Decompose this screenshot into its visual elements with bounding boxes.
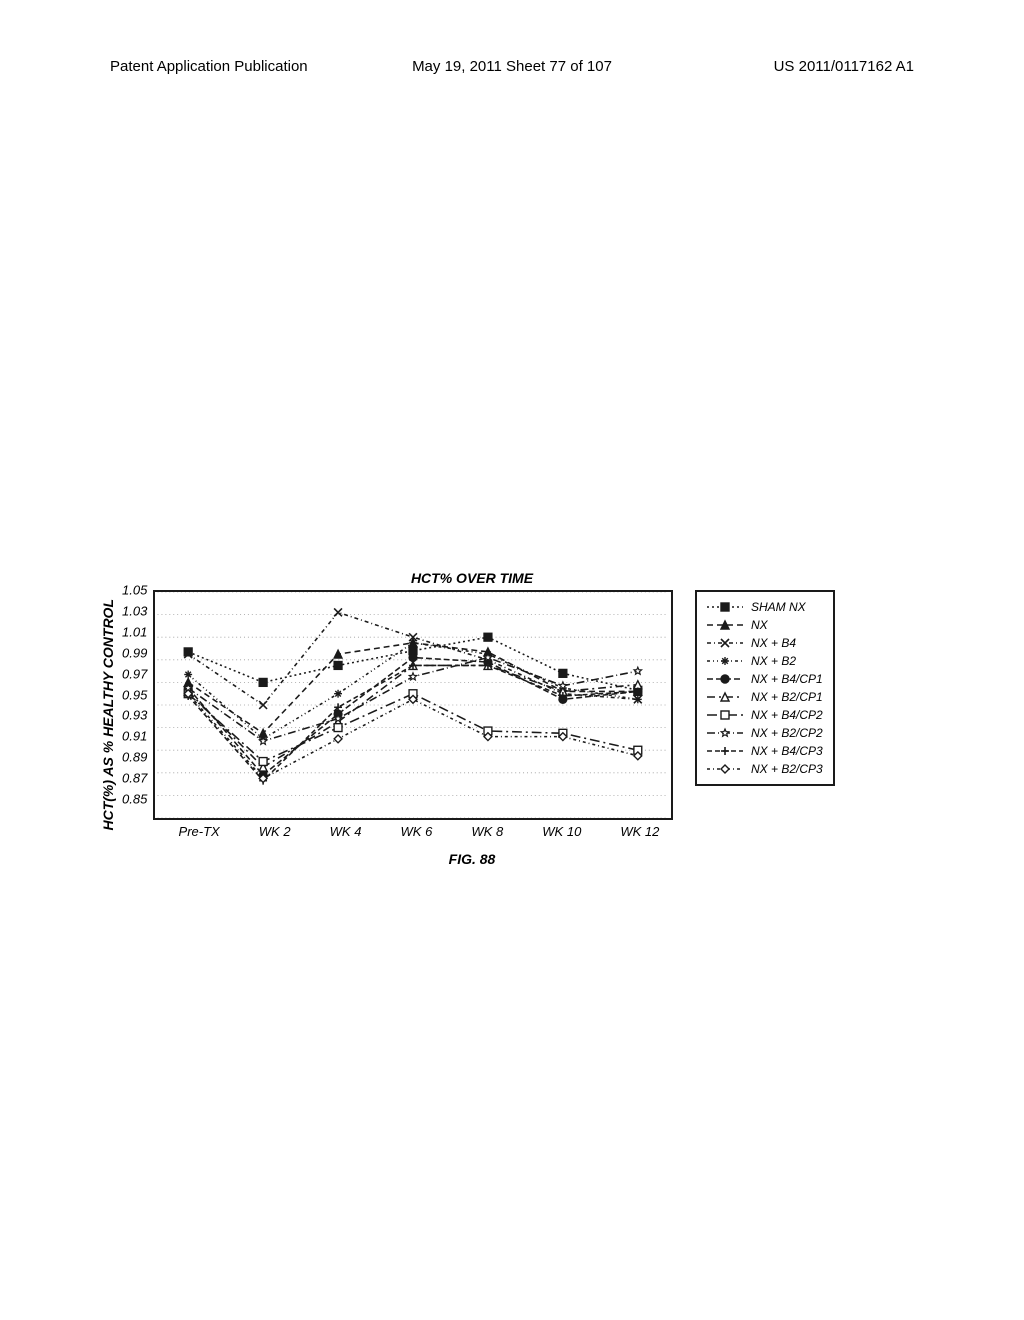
- x-tick: WK 10: [542, 824, 581, 839]
- y-tick: 1.03: [122, 604, 147, 625]
- legend-swatch: [707, 690, 743, 704]
- plot-svg: [155, 592, 671, 818]
- legend-swatch: [707, 654, 743, 668]
- legend-row: NX + B4: [707, 634, 823, 652]
- legend-swatch: [707, 762, 743, 776]
- header-left: Patent Application Publication: [110, 58, 308, 75]
- x-tick-labels: Pre-TX WK 2 WK 4 WK 6 WK 8 WK 10 WK 12: [159, 824, 679, 839]
- legend-label: SHAM NX: [751, 600, 806, 614]
- legend-row: NX + B2/CP2: [707, 724, 823, 742]
- legend-label: NX + B4: [751, 636, 796, 650]
- y-tick: 0.95: [122, 688, 147, 709]
- legend-row: NX + B2/CP1: [707, 688, 823, 706]
- legend-label: NX: [751, 618, 768, 632]
- legend-row: SHAM NX: [707, 598, 823, 616]
- legend-label: NX + B2/CP1: [751, 690, 823, 704]
- y-tick: 0.93: [122, 709, 147, 730]
- y-tick: 0.97: [122, 667, 147, 688]
- x-tick: WK 4: [330, 824, 362, 839]
- y-tick-labels: 1.051.031.010.990.970.950.930.910.890.87…: [122, 590, 153, 820]
- y-tick: 0.89: [122, 751, 147, 772]
- legend-label: NX + B4/CP3: [751, 744, 823, 758]
- plot-area: [153, 590, 673, 820]
- y-tick: 0.91: [122, 730, 147, 751]
- legend-row: NX + B4/CP2: [707, 706, 823, 724]
- page-header: Patent Application Publication May 19, 2…: [0, 58, 1024, 75]
- legend-label: NX + B4/CP1: [751, 672, 823, 686]
- x-tick: WK 8: [471, 824, 503, 839]
- x-tick: Pre-TX: [179, 824, 220, 839]
- legend-swatch: [707, 600, 743, 614]
- legend-row: NX: [707, 616, 823, 634]
- legend-swatch: [707, 726, 743, 740]
- y-tick: 0.87: [122, 772, 147, 793]
- legend-label: NX + B2/CP2: [751, 726, 823, 740]
- legend-row: NX + B4/CP3: [707, 742, 823, 760]
- header-right: US 2011/0117162 A1: [774, 58, 914, 75]
- x-tick: WK 6: [401, 824, 433, 839]
- y-tick: 0.85: [122, 793, 147, 814]
- figure-88: HCT% OVER TIME HCT(%) AS % HEALTHY CONTR…: [100, 570, 964, 867]
- figure-caption: FIG. 88: [0, 851, 964, 867]
- legend-swatch: [707, 708, 743, 722]
- legend: SHAM NX NX NX + B4 NX + B2 NX + B4/CP1 NX + B…: [695, 590, 835, 786]
- legend-label: NX + B2/CP3: [751, 762, 823, 776]
- header-center: May 19, 2011 Sheet 77 of 107: [412, 58, 612, 75]
- legend-label: NX + B2: [751, 654, 796, 668]
- chart-layout: HCT(%) AS % HEALTHY CONTROL 1.051.031.01…: [100, 590, 964, 839]
- legend-row: NX + B4/CP1: [707, 670, 823, 688]
- x-tick: WK 12: [620, 824, 659, 839]
- y-axis-label: HCT(%) AS % HEALTHY CONTROL: [100, 599, 116, 831]
- legend-row: NX + B2/CP3: [707, 760, 823, 778]
- plot-block: 1.051.031.010.990.970.950.930.910.890.87…: [122, 590, 679, 839]
- legend-swatch: [707, 618, 743, 632]
- legend-label: NX + B4/CP2: [751, 708, 823, 722]
- legend-swatch: [707, 636, 743, 650]
- legend-swatch: [707, 744, 743, 758]
- legend-row: NX + B2: [707, 652, 823, 670]
- x-tick: WK 2: [259, 824, 291, 839]
- y-tick: 1.01: [122, 625, 147, 646]
- y-tick: 0.99: [122, 646, 147, 667]
- legend-swatch: [707, 672, 743, 686]
- y-tick: 1.05: [122, 584, 147, 605]
